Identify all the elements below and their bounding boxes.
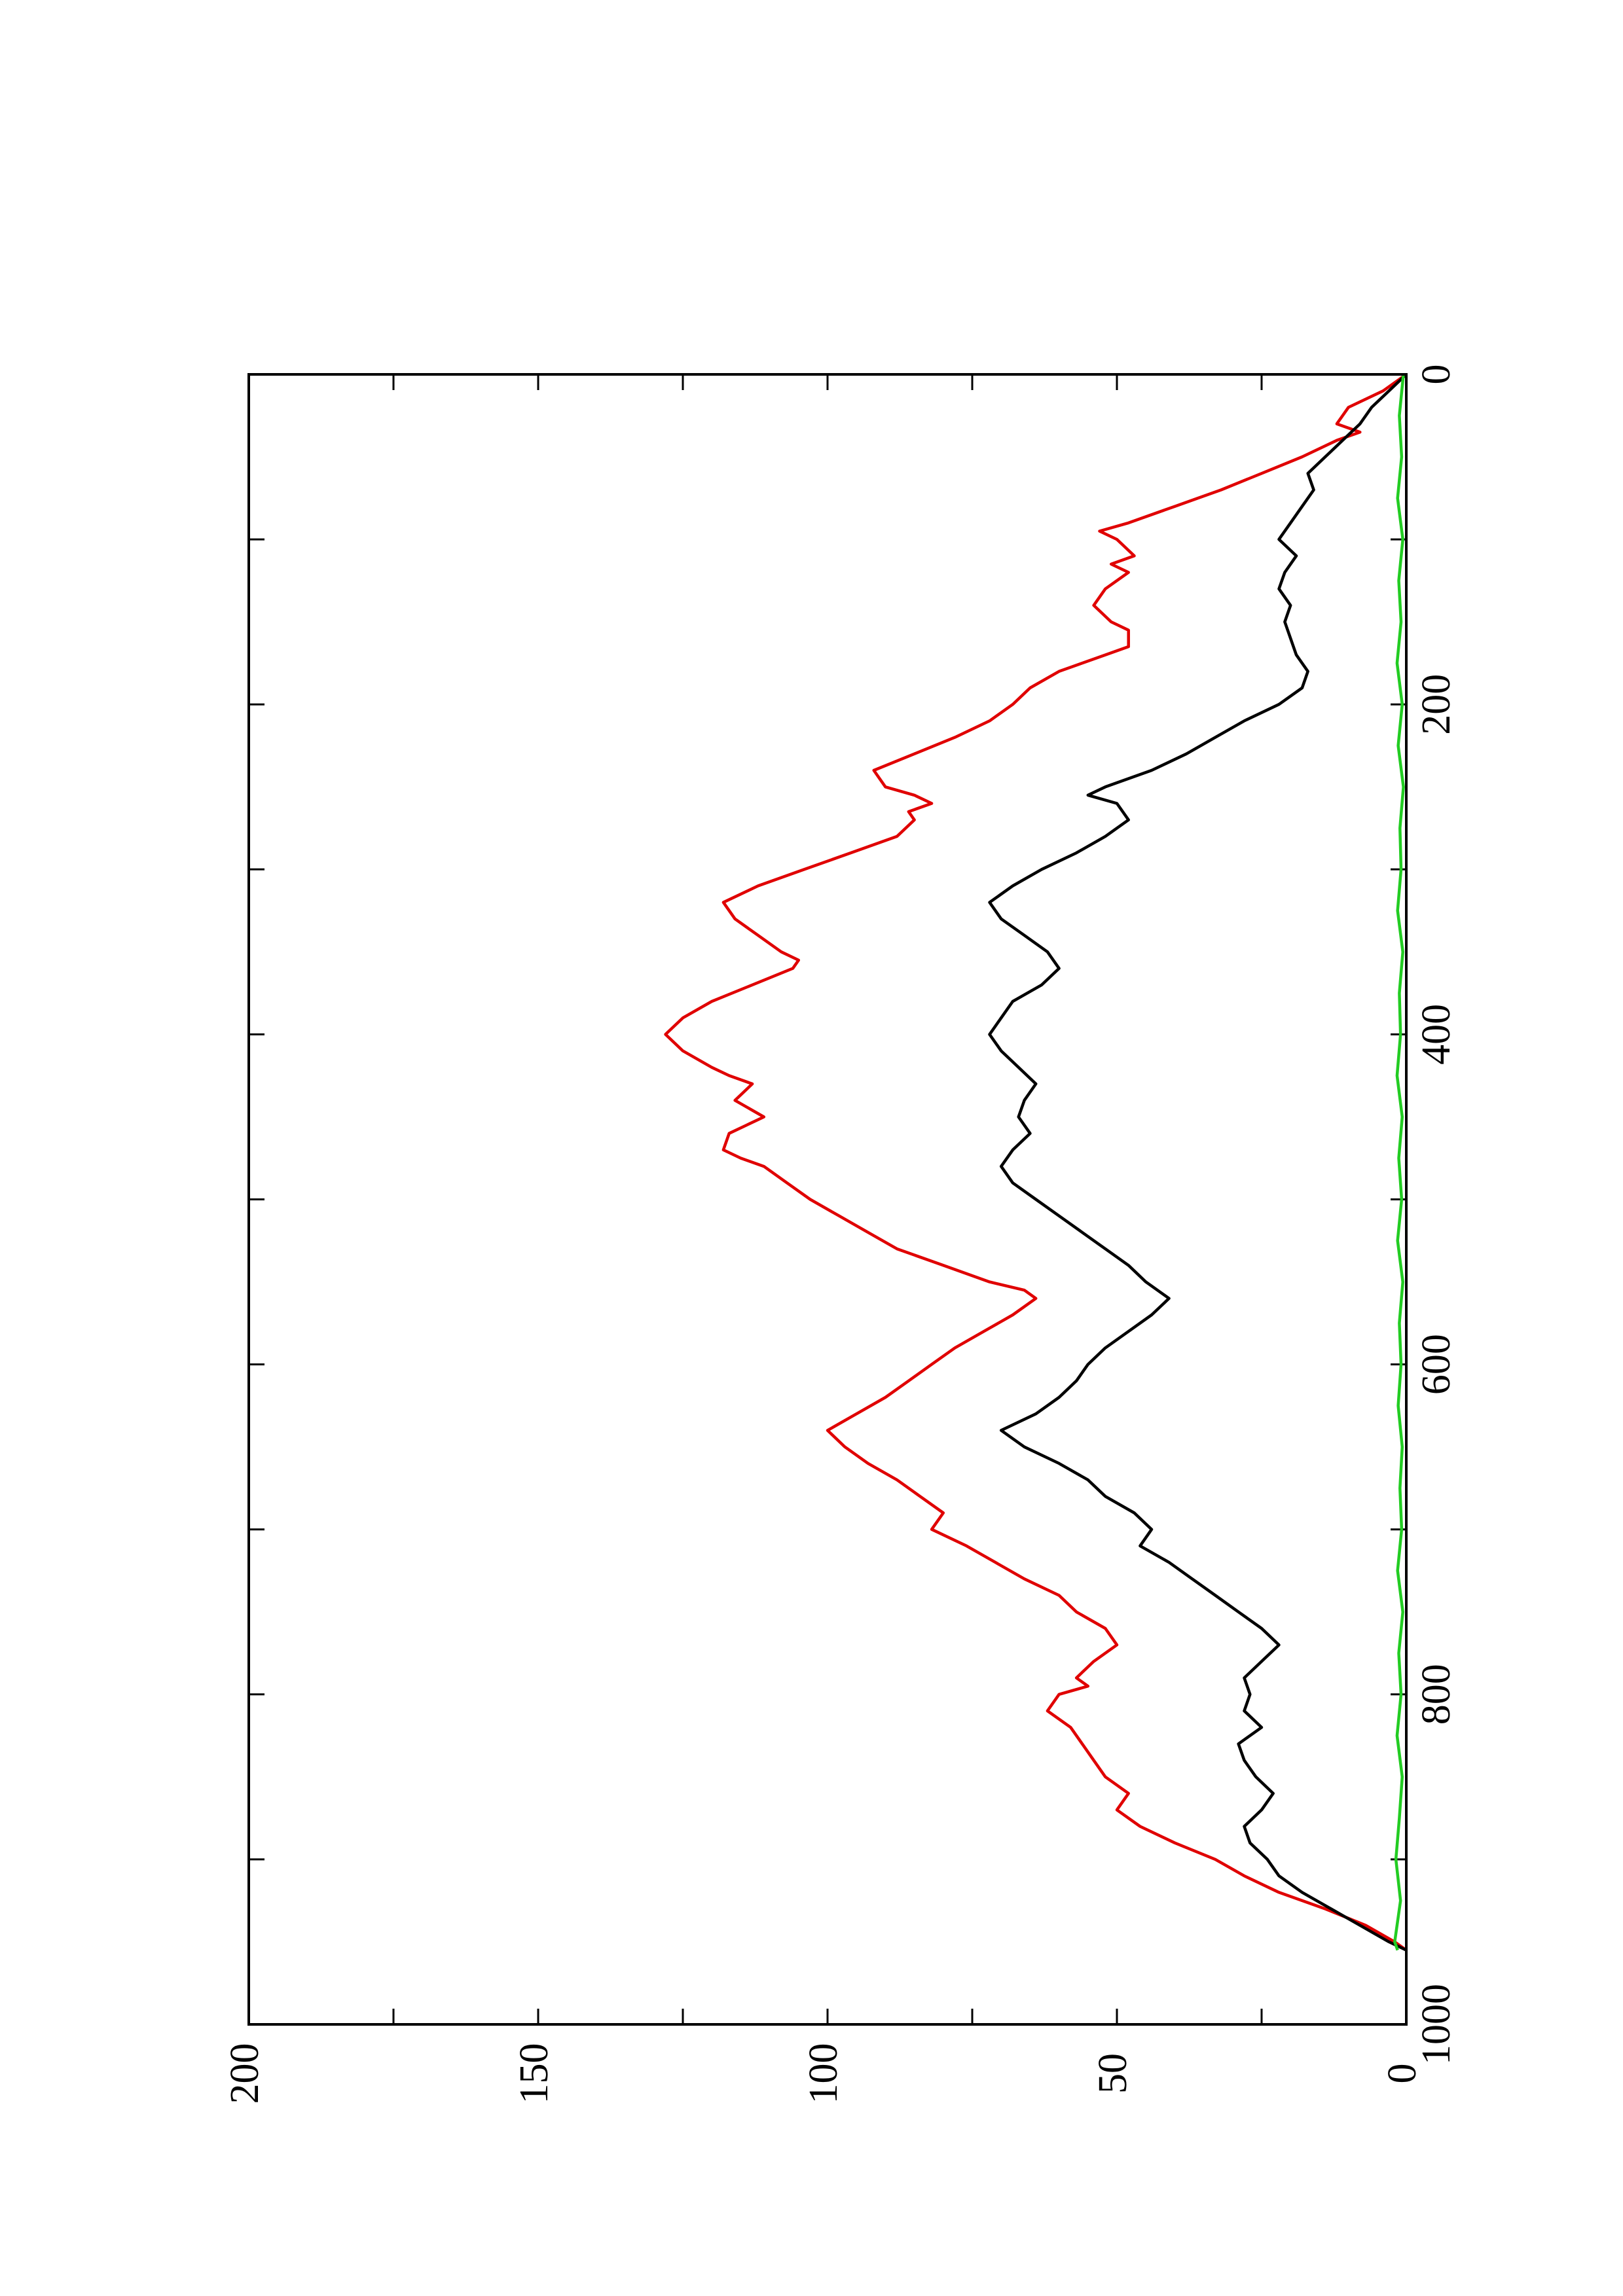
series-line-3 [1393,374,1405,1951]
series-layer [664,373,1408,1952]
y-tick-label: 100 [801,2043,846,2104]
y-tick-label: 0 [1380,2064,1425,2084]
y-tick-label: 50 [1091,2053,1135,2094]
y-tick-label: 200 [223,2043,267,2104]
x-tick-label: 1000 [1414,1984,1459,2065]
series-line-1 [664,373,1408,1952]
x-tick-label: 200 [1414,674,1459,735]
x-tick-label: 400 [1414,1004,1459,1065]
y-tick-labels: 0 50 100 150 200 [223,2043,1425,2104]
x-tick-labels: 0 200 400 600 800 1000 [1414,365,1459,2066]
x-tick-label: 600 [1414,1334,1459,1395]
x-tick-label: 800 [1414,1664,1459,1725]
plot-frame [247,373,1408,2026]
x-tick-label: 0 [1414,365,1459,385]
y-tick-label: 150 [512,2043,556,2104]
series-line-2 [988,373,1408,1952]
